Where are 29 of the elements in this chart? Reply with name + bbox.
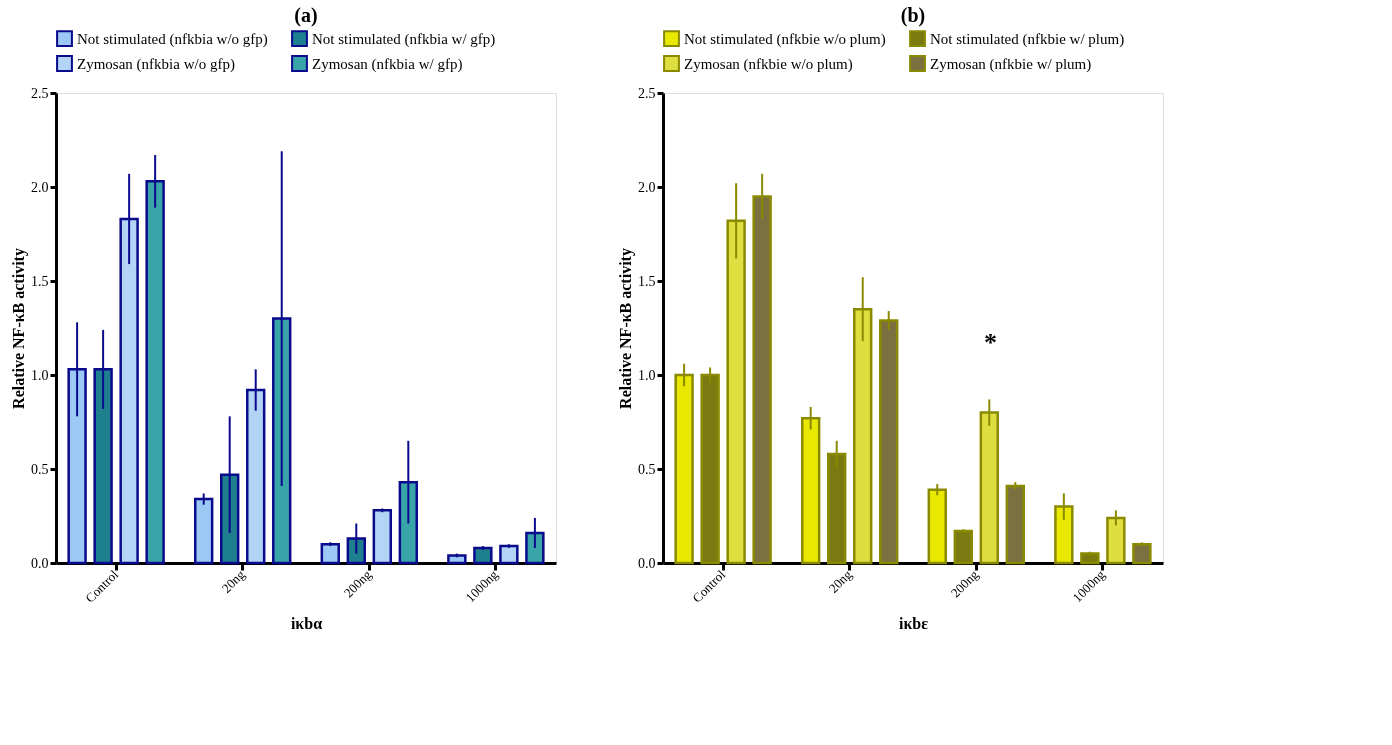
y-tick-label: 1.0	[638, 367, 656, 383]
y-tick-label: 0.0	[638, 555, 656, 571]
x-axis-title: iκbε	[898, 614, 929, 632]
y-axis-title: Relative NF-κB activity	[10, 248, 28, 409]
y-tick-label: 2.5	[638, 85, 656, 101]
x-tick-label: 20ng	[218, 566, 249, 596]
x-tick-label: 20ng	[825, 566, 856, 596]
legend-label: Not stimulated (nfkbie w/o plum)	[684, 30, 886, 48]
legend-label: Zymosan (nfkbia w/ gfp)	[312, 55, 463, 73]
chart-title: (a)	[294, 4, 318, 27]
y-axis-title: Relative NF-κB activity	[617, 248, 635, 409]
legend-label: Zymosan (nfkbia w/o gfp)	[77, 55, 235, 73]
y-tick-label: 0.5	[31, 461, 49, 477]
y-tick-label: 1.0	[31, 367, 49, 383]
y-tick-label: 1.5	[31, 273, 49, 289]
legend-label: Not stimulated (nfkbie w/ plum)	[930, 30, 1125, 48]
y-tick-label: 2.5	[31, 85, 49, 101]
y-tick-label: 0.5	[638, 461, 656, 477]
legend-label: Not stimulated (nfkbia w/o gfp)	[77, 30, 268, 48]
legend-label: Zymosan (nfkbie w/ plum)	[930, 55, 1092, 73]
x-axis-title: iκbα	[290, 614, 323, 632]
annotation: *	[984, 328, 997, 358]
y-tick-label: 2.0	[31, 179, 49, 195]
y-tick-label: 1.5	[638, 273, 656, 289]
legend-label: Not stimulated (nfkbia w/ gfp)	[312, 30, 496, 48]
legend-label: Zymosan (nfkbie w/o plum)	[684, 55, 853, 73]
chart-title: (b)	[900, 4, 926, 27]
y-tick-label: 0.0	[31, 555, 49, 571]
y-tick-label: 2.0	[638, 179, 656, 195]
